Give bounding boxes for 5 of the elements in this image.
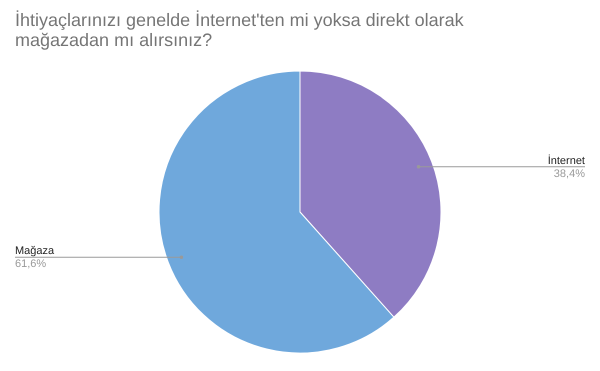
chart-title: İhtiyaçlarınızı genelde İnternet'ten mi yoksa direkt olarak mağazadan mı alırsınız? [15,10,465,50]
data-label: 61,6% [15,258,46,270]
data-label: 38,4% [554,168,586,180]
slice-label: İnternet [548,154,585,167]
slice-label: Mağaza [15,245,56,258]
